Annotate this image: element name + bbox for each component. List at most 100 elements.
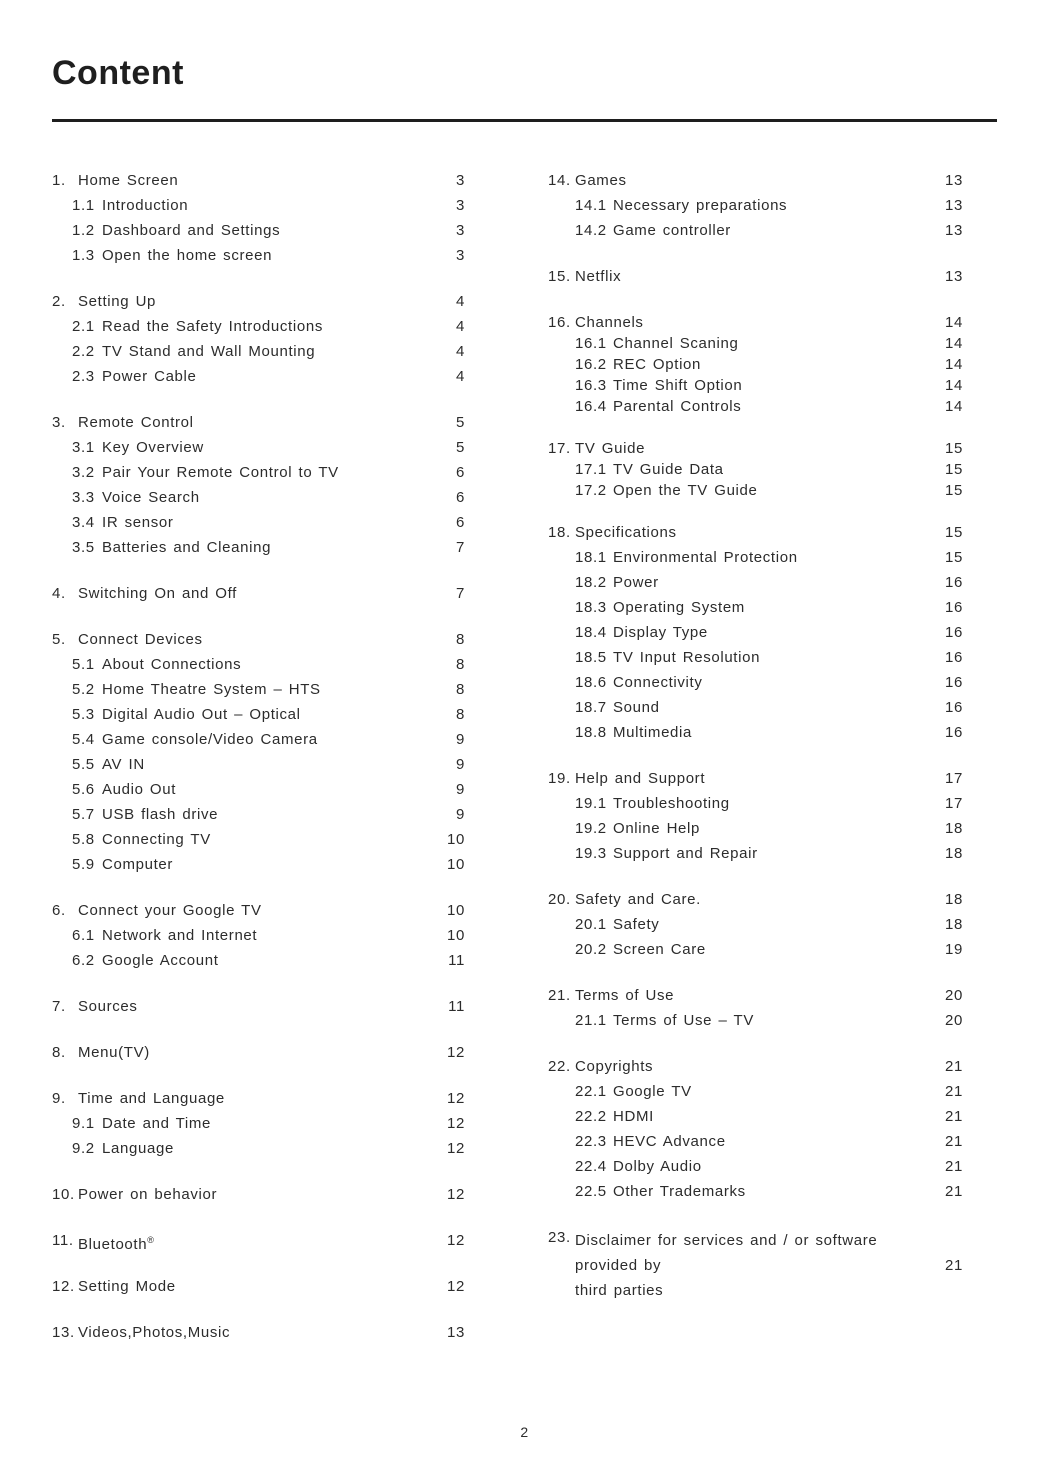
toc-entry: 12. Setting Mode 12 — [52, 1277, 465, 1302]
entry-number: 17.1 — [575, 461, 607, 478]
entry-label-text: Connectivity — [613, 674, 703, 691]
toc-entry: 5. Connect Devices 8 — [52, 630, 465, 655]
entry-label: Batteries and Cleaning — [102, 538, 456, 557]
entry-number: 22.1 — [575, 1083, 607, 1100]
entry-label: Sources — [78, 997, 448, 1016]
entry-page-number: 9 — [456, 806, 465, 823]
toc-entry: 3. Remote Control 5 — [52, 413, 465, 438]
entry-label: Specifications — [575, 523, 945, 542]
toc-entry: 18.8 Multimedia 16 — [548, 723, 963, 748]
entry-page-number: 16 — [945, 699, 963, 716]
entry-label: Terms of Use – TV — [613, 1011, 945, 1030]
toc-entry: 11. Bluetooth® 12 — [52, 1231, 465, 1256]
entry-number: 18.4 — [575, 624, 607, 641]
entry-label: Google Account — [102, 951, 448, 970]
toc-entry: 3.1 Key Overview 5 — [52, 438, 465, 463]
entry-number: 18.5 — [575, 649, 607, 666]
toc-entry: 2.3 Power Cable 4 — [52, 367, 465, 392]
entry-label: Troubleshooting — [613, 794, 945, 813]
entry-number: 3.5 — [72, 539, 95, 556]
entry-page-number: 11 — [448, 952, 465, 969]
entry-number: 16.2 — [575, 356, 607, 373]
entry-label: Disclaimer for services and / or softwar… — [575, 1228, 927, 1303]
entry-label-text: Videos,Photos,Music — [78, 1324, 231, 1341]
entry-label-text: Safety — [613, 916, 660, 933]
entry-label: TV Input Resolution — [613, 648, 945, 667]
entry-page-number: 16 — [945, 599, 963, 616]
entry-label: Online Help — [613, 819, 945, 838]
entry-number: 19.1 — [575, 795, 607, 812]
toc-entry: 5.4 Game console/Video Camera 9 — [52, 730, 465, 755]
entry-label-text: Language — [102, 1140, 174, 1157]
entry-page-number: 17 — [945, 795, 963, 812]
entry-page-number: 13 — [945, 268, 963, 285]
toc-entry: 5.9 Computer 10 — [52, 855, 465, 880]
entry-number: 5.5 — [72, 756, 95, 773]
entry-page-number: 21 — [945, 1108, 963, 1125]
entry-number: 13. — [52, 1324, 75, 1341]
toc-entry: 1.3 Open the home screen 3 — [52, 246, 465, 271]
entry-label-text: Power — [613, 574, 659, 591]
entry-page-number: 5 — [456, 414, 465, 431]
entry-label-text: Netflix — [575, 268, 622, 285]
entry-number: 2.2 — [72, 343, 95, 360]
toc-entry: 18.7 Sound 16 — [548, 698, 963, 723]
entry-label-text: Computer — [102, 856, 174, 873]
toc-entry: 16.4 Parental Controls 14 — [548, 397, 963, 418]
entry-page-number: 21 — [945, 1158, 963, 1175]
entry-label: Open the TV Guide — [613, 481, 945, 500]
entry-page-number: 7 — [456, 585, 465, 602]
entry-page-number: 6 — [456, 464, 465, 481]
entry-label-text: Necessary preparations — [613, 197, 788, 214]
toc-entry: 16.1 Channel Scaning 14 — [548, 334, 963, 355]
toc-entry: 9.1 Date and Time 12 — [52, 1114, 465, 1139]
entry-page-number: 14 — [945, 356, 963, 373]
toc-entry: 5.1 About Connections 8 — [52, 655, 465, 680]
entry-number: 17.2 — [575, 482, 607, 499]
toc-entry: 22.4 Dolby Audio 21 — [548, 1157, 963, 1182]
entry-page-number: 15 — [945, 461, 963, 478]
entry-page-number: 20 — [945, 1012, 963, 1029]
entry-label: Safety and Care. — [575, 890, 945, 909]
entry-label-text: Power on behavior — [78, 1186, 218, 1203]
entry-number: 3.1 — [72, 439, 95, 456]
entry-number: 14.1 — [575, 197, 607, 214]
toc-entry: 18. Specifications 15 — [548, 523, 963, 548]
entry-label: Power Cable — [102, 367, 456, 386]
entry-page-number: 18 — [945, 916, 963, 933]
entry-label: Game console/Video Camera — [102, 730, 456, 749]
toc-section: 15. Netflix 13 — [548, 267, 963, 292]
toc-entry: 21.1 Terms of Use – TV 20 — [548, 1011, 963, 1036]
entry-number: 3. — [52, 414, 66, 431]
toc-entry: 6. Connect your Google TV 10 — [52, 901, 465, 926]
entry-label-text: Home Screen — [78, 172, 179, 189]
entry-label: Parental Controls — [613, 397, 945, 416]
toc-entry: 3.5 Batteries and Cleaning 7 — [52, 538, 465, 563]
entry-number: 1.2 — [72, 222, 95, 239]
entry-label-text: Dashboard and Settings — [102, 222, 281, 239]
entry-page-number: 13 — [447, 1324, 465, 1341]
entry-label: Language — [102, 1139, 447, 1158]
entry-label-text: Connect Devices — [78, 631, 203, 648]
entry-label-text: Connect your Google TV — [78, 902, 262, 919]
entry-label-text: Terms of Use – TV — [613, 1012, 754, 1029]
entry-label-text: Terms of Use — [575, 987, 675, 1004]
toc-entry: 21. Terms of Use 20 — [548, 986, 963, 1011]
entry-page-number: 14 — [945, 314, 963, 331]
entry-page-number: 7 — [456, 539, 465, 556]
entry-label-text: Environmental Protection — [613, 549, 798, 566]
toc-entry: 18.1 Environmental Protection 15 — [548, 548, 963, 573]
entry-label: Other Trademarks — [613, 1182, 945, 1201]
entry-page-number: 21 — [945, 1257, 963, 1274]
entry-page-number: 12 — [447, 1115, 465, 1132]
entry-page-number: 10 — [447, 831, 465, 848]
entry-label: Open the home screen — [102, 246, 456, 265]
toc-entry: 2. Setting Up 4 — [52, 292, 465, 317]
toc-entry: 15. Netflix 13 — [548, 267, 963, 292]
entry-label: Audio Out — [102, 780, 456, 799]
entry-number: 9. — [52, 1090, 66, 1107]
toc-entry: 20. Safety and Care. 18 — [548, 890, 963, 915]
entry-number: 3.4 — [72, 514, 95, 531]
entry-label-text: Open the TV Guide — [613, 482, 758, 499]
entry-page-number: 21 — [945, 1183, 963, 1200]
